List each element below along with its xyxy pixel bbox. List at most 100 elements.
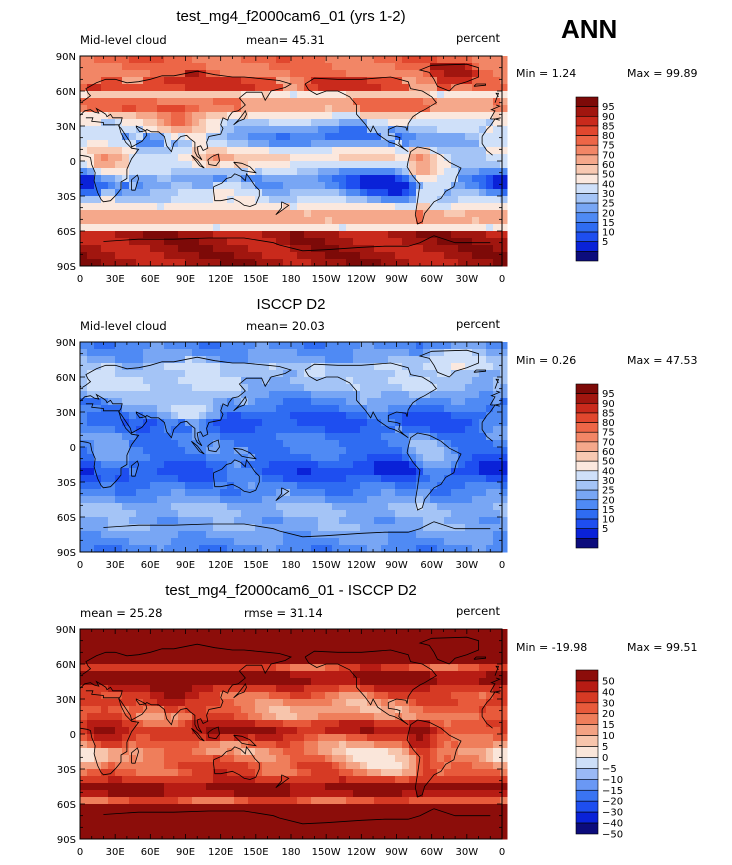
- map-cell: [381, 440, 389, 448]
- map-cell: [423, 664, 431, 672]
- map-cell: [122, 545, 130, 553]
- map-cell: [388, 252, 396, 260]
- y-tick-label: 60N: [56, 87, 76, 98]
- map-cell: [304, 482, 312, 490]
- map-cell: [276, 405, 284, 413]
- map-cell: [157, 629, 165, 637]
- map-cell: [206, 182, 214, 190]
- map-cell: [311, 517, 319, 525]
- map-cell: [248, 84, 256, 92]
- map-cell: [339, 657, 347, 665]
- map-cell: [353, 56, 361, 64]
- map-cell: [122, 349, 130, 357]
- map-cell: [325, 252, 333, 260]
- map-cell: [395, 154, 403, 162]
- map-cell: [395, 231, 403, 239]
- map-cell: [157, 119, 165, 127]
- map-cell: [311, 175, 319, 183]
- map-cell: [276, 161, 284, 169]
- map-cell: [437, 706, 445, 714]
- map-cell: [143, 426, 151, 434]
- map-cell: [388, 650, 396, 658]
- map-cell: [437, 636, 445, 644]
- map-cell: [290, 119, 298, 127]
- map-cell: [360, 706, 368, 714]
- map-cell: [493, 510, 501, 518]
- map-cell: [388, 231, 396, 239]
- map-cell: [122, 454, 130, 462]
- map-cell: [304, 77, 312, 85]
- map-cell: [150, 91, 158, 99]
- map-cell: [255, 189, 263, 197]
- map-cell: [346, 517, 354, 525]
- map-cell: [262, 154, 270, 162]
- map-cell: [122, 105, 130, 113]
- map-cell: [220, 356, 228, 364]
- map-cell: [416, 112, 424, 120]
- map-cell: [213, 517, 221, 525]
- map-cell: [381, 112, 389, 120]
- map-cell: [311, 119, 319, 127]
- map-cell: [451, 391, 459, 399]
- map-cell: [185, 189, 193, 197]
- map-cell: [318, 175, 326, 183]
- map-cell: [318, 370, 326, 378]
- map-cell: [416, 531, 424, 539]
- map-cell: [353, 384, 361, 392]
- map-cell: [423, 398, 431, 406]
- map-cell: [395, 461, 403, 469]
- map-cell: [500, 685, 508, 693]
- map-cell: [164, 342, 172, 350]
- map-cell: [332, 91, 340, 99]
- coastline: [233, 395, 247, 412]
- map-cell: [416, 252, 424, 260]
- map-cell: [465, 720, 473, 728]
- map-cell: [444, 210, 452, 218]
- map-cell: [143, 98, 151, 106]
- map-cell: [220, 98, 228, 106]
- map-cell: [311, 231, 319, 239]
- map-cell: [437, 252, 445, 260]
- map-cell: [192, 636, 200, 644]
- map-cell: [136, 252, 144, 260]
- map-cell: [304, 664, 312, 672]
- map-cell: [486, 482, 494, 490]
- map-cell: [409, 342, 417, 350]
- map-cell: [199, 175, 207, 183]
- map-cell: [171, 713, 179, 721]
- map-cell: [94, 426, 102, 434]
- map-cell: [430, 203, 438, 211]
- map-cell: [430, 671, 438, 679]
- map-cell: [171, 370, 179, 378]
- map-cell: [192, 140, 200, 148]
- map-cell: [451, 713, 459, 721]
- colorbar-label: 20: [602, 495, 615, 506]
- map-cell: [262, 636, 270, 644]
- map-cell: [80, 510, 88, 518]
- map-cell: [332, 447, 340, 455]
- map-cell: [192, 538, 200, 546]
- map-cell: [241, 503, 249, 511]
- map-cell: [423, 489, 431, 497]
- map-cell: [241, 531, 249, 539]
- map-cell: [108, 238, 116, 246]
- map-cell: [297, 685, 305, 693]
- map-cell: [115, 84, 123, 92]
- map-cell: [472, 196, 480, 204]
- map-cell: [472, 545, 480, 553]
- map-cell: [346, 245, 354, 253]
- map-cell: [171, 692, 179, 700]
- map-cell: [276, 182, 284, 190]
- map-cell: [388, 112, 396, 120]
- map-cell: [444, 342, 452, 350]
- map-cell: [87, 210, 95, 218]
- map-cell: [171, 84, 179, 92]
- map-cell: [185, 440, 193, 448]
- map-cell: [346, 133, 354, 141]
- map-cell: [472, 650, 480, 658]
- map-cell: [493, 161, 501, 169]
- map-cell: [402, 678, 410, 686]
- map-cell: [423, 196, 431, 204]
- map-cell: [479, 147, 487, 155]
- y-tick-label: 60N: [56, 373, 76, 384]
